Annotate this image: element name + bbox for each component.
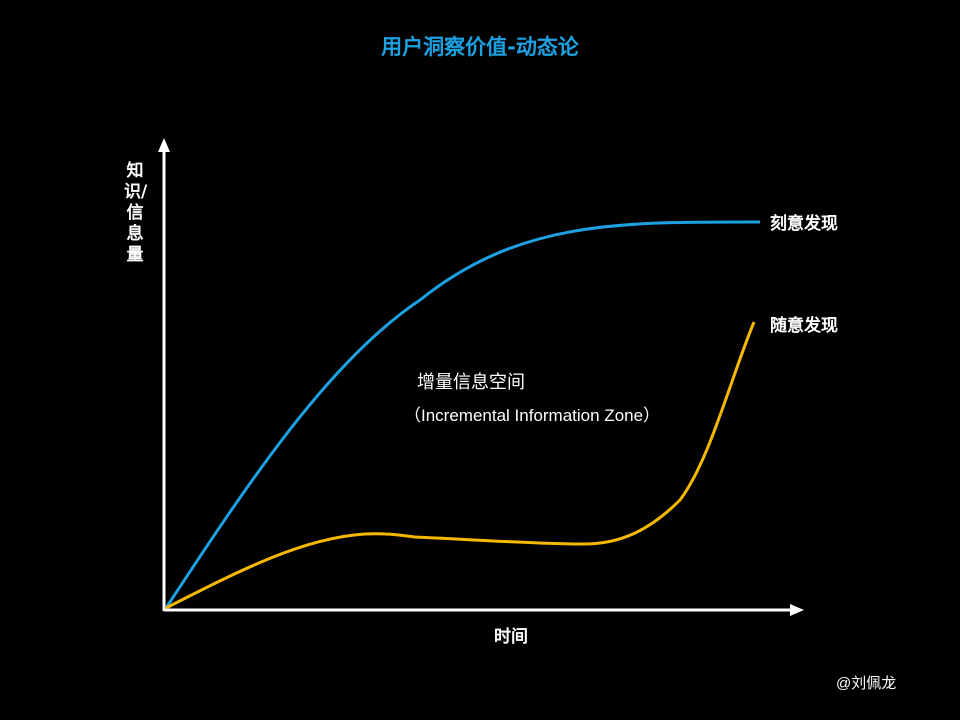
y-axis-arrowhead xyxy=(158,138,170,152)
y-axis-label: 知识/信息量 xyxy=(124,161,148,265)
x-axis-label: 时间 xyxy=(494,627,528,647)
random-discovery-curve xyxy=(165,321,756,610)
x-axis-arrowhead xyxy=(790,604,804,616)
incremental-zone-sublabel: （Incremental Information Zone） xyxy=(404,406,661,425)
deliberate-discovery-label: 刻意发现 xyxy=(770,214,838,234)
page-title: 用户洞察价值-动态论 xyxy=(381,35,579,59)
incremental-zone-label: 增量信息空间 xyxy=(417,372,525,393)
author-credit: @刘佩龙 xyxy=(836,675,897,692)
random-discovery-label: 随意发现 xyxy=(770,316,838,336)
deliberate-discovery-curve xyxy=(164,220,761,609)
